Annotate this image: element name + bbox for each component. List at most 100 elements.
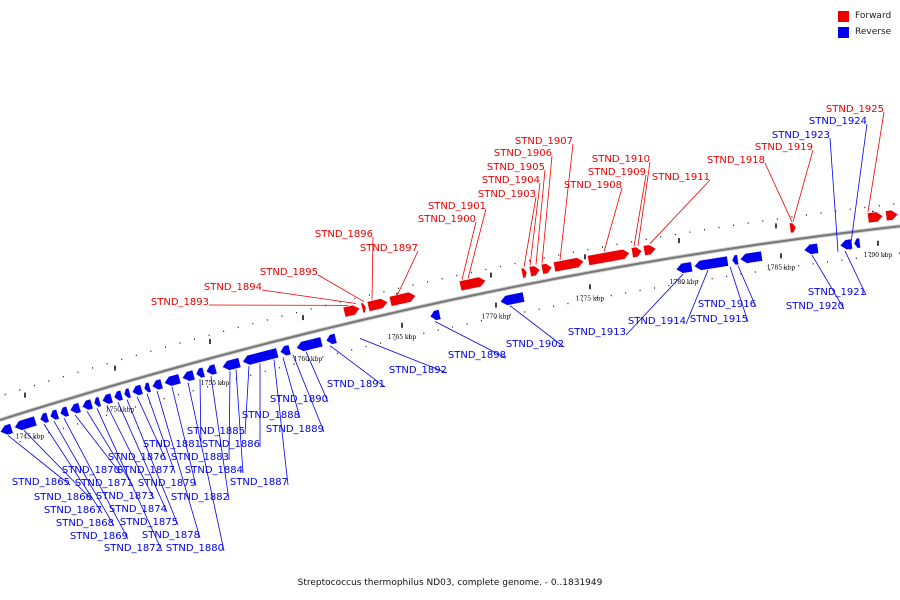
- forward-gene: [642, 244, 657, 256]
- reverse-gene-label: STND_1882: [171, 492, 229, 503]
- reverse-gene: [195, 366, 206, 379]
- leader-line: [292, 354, 325, 433]
- forward-gene: [528, 265, 541, 277]
- reverse-gene: [14, 415, 38, 431]
- leader-line: [461, 221, 477, 280]
- leader-line: [792, 149, 814, 222]
- leader-line: [282, 357, 301, 419]
- leader-line: [329, 345, 386, 388]
- reverse-gene: [163, 373, 182, 387]
- forward-gene: [388, 291, 417, 307]
- leader-line: [434, 321, 507, 359]
- forward-gene-label: STND_1894: [204, 282, 262, 293]
- reverse-gene-label: STND_1892: [389, 365, 447, 376]
- leader-line: [156, 390, 201, 539]
- reverse-gene: [0, 423, 14, 436]
- reverse-gene-label: STND_1898: [448, 350, 506, 361]
- tick-label: 1775 kbp: [576, 295, 605, 302]
- leader-line: [637, 161, 651, 246]
- reverse-gene: [739, 250, 763, 264]
- reverse-gene-label: STND_1870: [62, 465, 120, 476]
- leader-line: [603, 187, 623, 252]
- forward-gene-label: STND_1897: [360, 243, 418, 254]
- leader-line: [737, 265, 757, 308]
- leader-line: [63, 417, 129, 540]
- tick-label: 1770 kbp: [482, 314, 511, 321]
- forward-gene: [360, 302, 367, 314]
- forward-gene: [342, 304, 361, 318]
- forward-gene-label: STND_1900: [418, 214, 476, 225]
- reverse-gene-label: STND_1913: [568, 327, 626, 338]
- reverse-gene-label: STND_1874: [109, 504, 167, 515]
- leader-line: [359, 338, 448, 374]
- leader-line: [210, 376, 230, 501]
- forward-gene-label: STND_1905: [487, 162, 545, 173]
- reverse-gene-label: STND_1891: [327, 379, 385, 390]
- reverse-gene-label: STND_1888: [242, 410, 300, 421]
- reverse-gene: [839, 238, 853, 250]
- reverse-gene-label: STND_1887: [230, 477, 288, 488]
- forward-gene: [789, 222, 797, 234]
- leader-line: [244, 366, 250, 435]
- reverse-gene: [279, 344, 292, 356]
- forward-gene-label: STND_1906: [494, 148, 552, 159]
- reverse-gene-label: STND_1868: [56, 518, 114, 529]
- reverse-gene: [296, 336, 324, 352]
- reverse-gene-label: STND_1920: [786, 301, 844, 312]
- tick-label: 1750 kbp: [106, 407, 135, 414]
- reverse-gene: [131, 384, 144, 396]
- reverse-gene: [205, 363, 218, 376]
- leader-line: [106, 405, 155, 500]
- reverse-gene: [242, 347, 279, 366]
- reverse-gene-label: STND_1914: [628, 316, 686, 327]
- reverse-gene: [221, 357, 242, 371]
- leader-line: [523, 196, 537, 267]
- leader-line: [685, 270, 709, 325]
- reverse-gene: [101, 392, 114, 405]
- reverse-gene: [81, 398, 94, 411]
- leader-line: [529, 182, 541, 266]
- forward-gene-label: STND_1908: [564, 180, 622, 191]
- reverse-gene-label: STND_1879: [138, 478, 196, 489]
- reverse-gene: [151, 378, 164, 391]
- tick-label: 1785 kbp: [767, 264, 796, 271]
- reverse-gene: [693, 255, 729, 271]
- reverse-gene-label: STND_1884: [185, 465, 243, 476]
- leader-line: [171, 386, 197, 487]
- reverse-gene: [143, 381, 152, 393]
- reverse-gene-label: STND_1923: [772, 130, 830, 141]
- tick-label: 1765 kbp: [388, 334, 417, 341]
- leader-line: [136, 396, 167, 461]
- reverse-gene-label: STND_1889: [266, 424, 324, 435]
- reverse-gene: [803, 243, 819, 255]
- forward-gene-label: STND_1895: [260, 267, 318, 278]
- leader-line: [23, 430, 93, 501]
- reverse-gene-label: STND_1915: [690, 314, 748, 325]
- leader-line: [509, 305, 565, 348]
- leader-line: [649, 179, 711, 244]
- leader-line: [228, 371, 231, 461]
- leader-line: [535, 169, 546, 265]
- leader-line: [829, 137, 839, 252]
- forward-gene: [587, 249, 631, 266]
- forward-gene-label: STND_1893: [151, 297, 209, 308]
- reverse-gene-label: STND_1880: [166, 543, 224, 554]
- leader-line: [633, 174, 647, 247]
- reverse-gene-label: STND_1902: [506, 339, 564, 350]
- reverse-gene: [113, 389, 124, 402]
- reverse-gene: [731, 254, 739, 266]
- forward-gene: [366, 298, 389, 312]
- reverse-gene-label: STND_1921: [808, 287, 866, 298]
- reverse-gene-label: STND_1924: [809, 116, 867, 127]
- leader-line: [317, 274, 365, 302]
- leader-line: [43, 424, 103, 514]
- forward-swatch: [838, 10, 849, 22]
- legend: Forward Reverse: [838, 8, 891, 40]
- legend-forward-label: Forward: [855, 11, 892, 21]
- reverse-gene: [499, 291, 526, 306]
- legend-reverse-label: Reverse: [855, 27, 892, 37]
- leader-line: [199, 379, 202, 448]
- leader-line: [849, 123, 868, 251]
- tick-label: 1755 kbp: [201, 380, 230, 387]
- reverse-gene-label: STND_1878: [142, 530, 200, 541]
